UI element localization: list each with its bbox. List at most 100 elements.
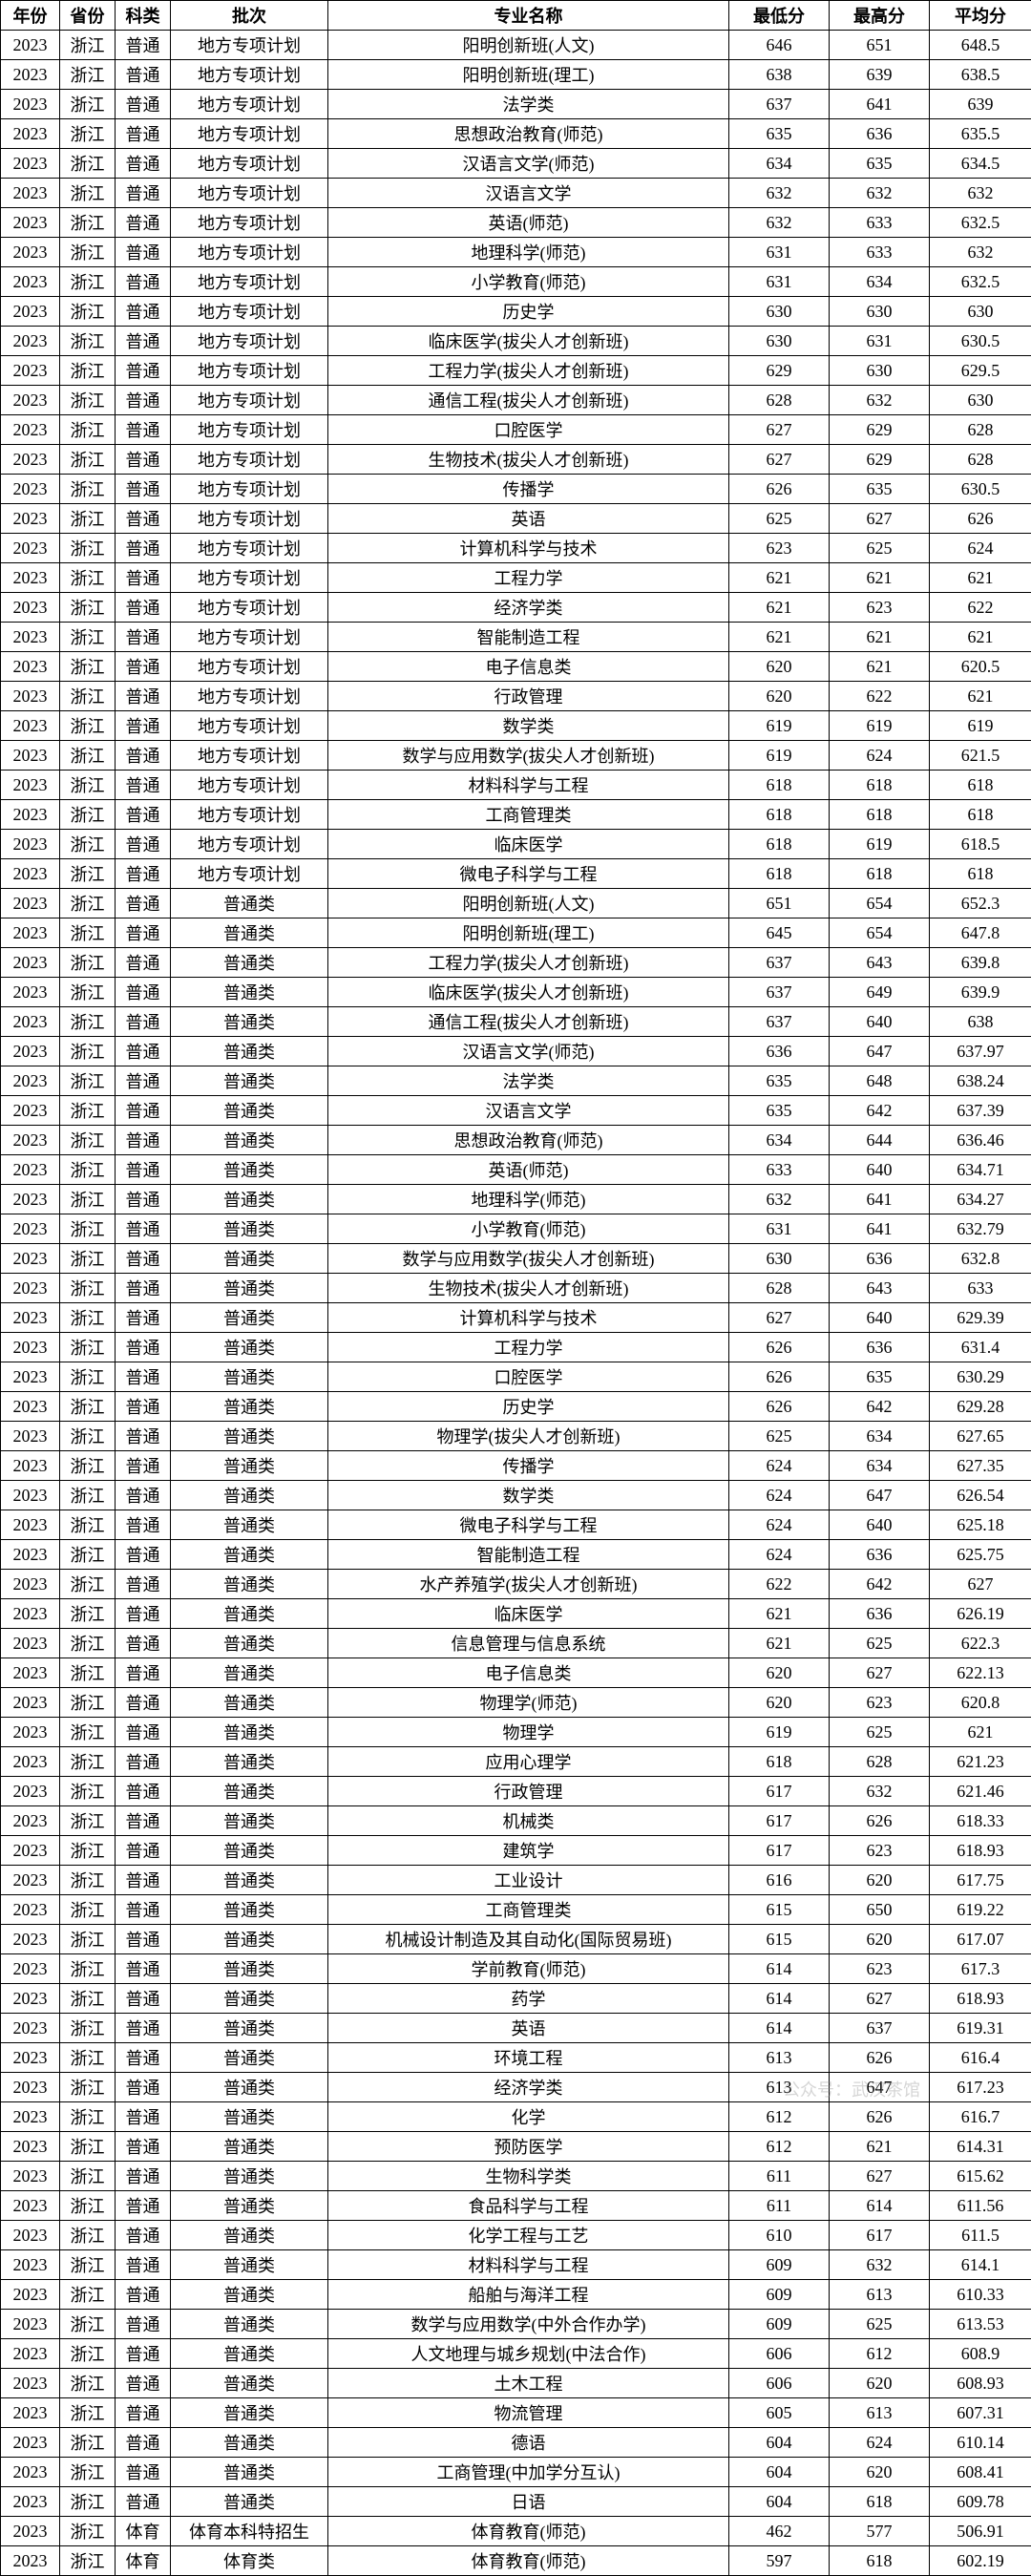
cell: 628: [729, 1274, 830, 1303]
cell: 619: [830, 711, 930, 741]
cell: 2023: [1, 978, 60, 1007]
cell: 2023: [1, 1984, 60, 2014]
cell: 浙江: [60, 119, 116, 149]
cell: 632: [930, 238, 1031, 267]
cell: 药学: [328, 1984, 729, 2014]
cell: 2023: [1, 1155, 60, 1185]
cell: 普通: [116, 593, 171, 623]
table-row: 2023浙江普通地方专项计划数学类619619619: [1, 711, 1031, 741]
cell: 浙江: [60, 1984, 116, 2014]
cell: 普通: [116, 2250, 171, 2280]
table-row: 2023浙江普通地方专项计划口腔医学627629628: [1, 415, 1031, 445]
cell: 2023: [1, 2546, 60, 2576]
cell: 普通: [116, 741, 171, 771]
table-row: 2023浙江普通普通类物流管理605613607.31: [1, 2398, 1031, 2428]
cell: 普通: [116, 1362, 171, 1392]
table-row: 2023浙江普通普通类阳明创新班(理工)645654647.8: [1, 918, 1031, 948]
cell: 626: [729, 1333, 830, 1362]
cell: 618: [830, 859, 930, 889]
cell: 597: [729, 2546, 830, 2576]
cell: 2023: [1, 208, 60, 238]
cell: 636.46: [930, 1126, 1031, 1155]
cell: 624: [830, 741, 930, 771]
cell: 2023: [1, 475, 60, 504]
cell: 621: [729, 623, 830, 652]
cell: 636: [830, 119, 930, 149]
cell: 经济学类: [328, 2073, 729, 2102]
cell: 618.93: [930, 1836, 1031, 1866]
table-row: 2023浙江普通普通类数学类624647626.54: [1, 1481, 1031, 1510]
col-header-2: 科类: [116, 1, 171, 31]
cell: 632.5: [930, 267, 1031, 297]
cell: 630.29: [930, 1362, 1031, 1392]
cell: 普通: [116, 1214, 171, 1244]
cell: 浙江: [60, 1866, 116, 1895]
cell: 普通类: [171, 1599, 328, 1629]
cell: 浙江: [60, 1806, 116, 1836]
table-row: 2023浙江普通地方专项计划英语(师范)632633632.5: [1, 208, 1031, 238]
cell: 普通类: [171, 2162, 328, 2191]
cell: 浙江: [60, 2369, 116, 2398]
table-row: 2023浙江普通普通类通信工程(拔尖人才创新班)637640638: [1, 1007, 1031, 1037]
cell: 普通: [116, 682, 171, 711]
table-row: 2023浙江普通普通类数学与应用数学(拔尖人才创新班)630636632.8: [1, 1244, 1031, 1274]
cell: 630.5: [930, 475, 1031, 504]
cell: 2023: [1, 119, 60, 149]
cell: 浙江: [60, 504, 116, 534]
cell: 普通类: [171, 1451, 328, 1481]
table-row: 2023浙江普通普通类数学与应用数学(中外合作办学)609625613.53: [1, 2310, 1031, 2339]
cell: 普通: [116, 1185, 171, 1214]
cell: 普通: [116, 475, 171, 504]
cell: 634.27: [930, 1185, 1031, 1214]
table-row: 2023浙江普通普通类学前教育(师范)614623617.3: [1, 1954, 1031, 1984]
table-row: 2023浙江普通普通类应用心理学618628621.23: [1, 1747, 1031, 1777]
cell: 647.8: [930, 918, 1031, 948]
cell: 622: [830, 682, 930, 711]
cell: 2023: [1, 2369, 60, 2398]
cell: 626: [830, 2043, 930, 2073]
cell: 617.23: [930, 2073, 1031, 2102]
cell: 2023: [1, 297, 60, 327]
cell: 英语(师范): [328, 208, 729, 238]
cell: 608.93: [930, 2369, 1031, 2398]
cell: 2023: [1, 1333, 60, 1362]
cell: 地理科学(师范): [328, 1185, 729, 1214]
cell: 2023: [1, 1925, 60, 1954]
cell: 德语: [328, 2428, 729, 2458]
cell: 普通类: [171, 1895, 328, 1925]
cell: 普通: [116, 1451, 171, 1481]
table-row: 2023浙江普通普通类工程力学626636631.4: [1, 1333, 1031, 1362]
cell: 普通类: [171, 1540, 328, 1570]
cell: 614: [830, 2191, 930, 2221]
cell: 普通: [116, 1540, 171, 1570]
cell: 浙江: [60, 149, 116, 179]
cell: 2023: [1, 2132, 60, 2162]
cell: 634: [830, 1451, 930, 1481]
cell: 行政管理: [328, 1777, 729, 1806]
cell: 浙江: [60, 1599, 116, 1629]
table-row: 2023浙江普通普通类机械类617626618.33: [1, 1806, 1031, 1836]
cell: 浙江: [60, 60, 116, 90]
cell: 浙江: [60, 1895, 116, 1925]
cell: 2023: [1, 1570, 60, 1599]
cell: 汉语言文学(师范): [328, 149, 729, 179]
cell: 普通类: [171, 2250, 328, 2280]
cell: 阳明创新班(人文): [328, 889, 729, 918]
cell: 632: [729, 179, 830, 208]
table-row: 2023浙江普通普通类法学类635648638.24: [1, 1066, 1031, 1096]
cell: 浙江: [60, 1540, 116, 1570]
table-row: 2023浙江普通地方专项计划小学教育(师范)631634632.5: [1, 267, 1031, 297]
cell: 617.75: [930, 1866, 1031, 1895]
cell: 工商管理类: [328, 1895, 729, 1925]
cell: 学前教育(师范): [328, 1954, 729, 1984]
cell: 普通类: [171, 2014, 328, 2043]
cell: 浙江: [60, 179, 116, 208]
cell: 2023: [1, 1954, 60, 1984]
cell: 629.39: [930, 1303, 1031, 1333]
cell: 生物技术(拔尖人才创新班): [328, 445, 729, 475]
cell: 618: [729, 771, 830, 800]
table-row: 2023浙江普通地方专项计划临床医学(拔尖人才创新班)630631630.5: [1, 327, 1031, 356]
cell: 浙江: [60, 2162, 116, 2191]
cell: 浙江: [60, 948, 116, 978]
cell: 生物技术(拔尖人才创新班): [328, 1274, 729, 1303]
